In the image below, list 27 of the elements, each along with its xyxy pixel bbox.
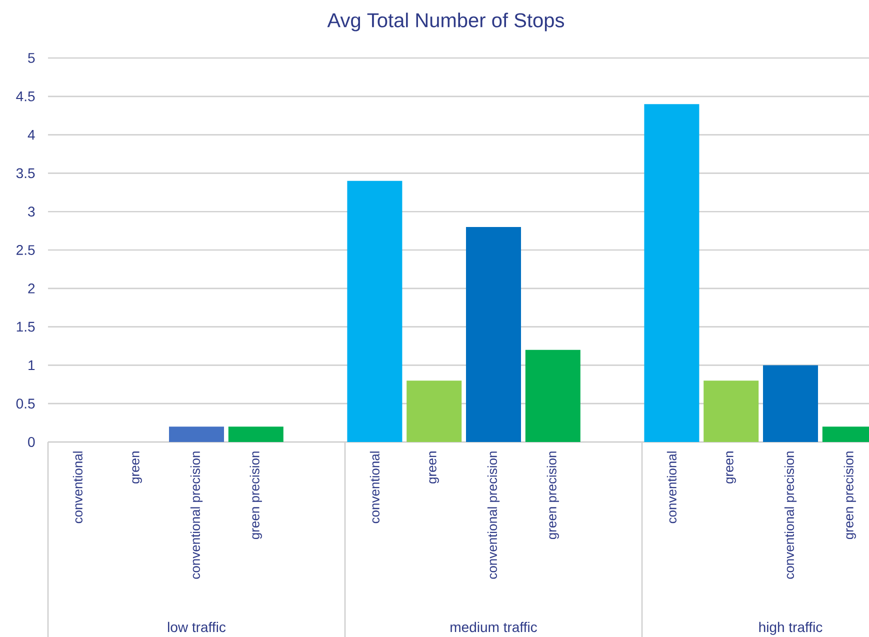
text: high traffic: [759, 622, 822, 635]
y-tick-label: 5: [28, 53, 35, 63]
x-tick-label: green precision: [250, 452, 262, 540]
y-tick-label: 1: [28, 360, 35, 370]
chart-title: Avg Total Number of Stops: [327, 12, 564, 32]
y-tick-label: 2: [28, 284, 35, 294]
y-tick-label: 2.5: [16, 245, 35, 255]
x-tick-label: conventional: [72, 452, 82, 524]
x-tick-label: green: [429, 452, 439, 484]
text: low traffic: [168, 622, 226, 632]
y-tick-label: 1.5: [16, 322, 35, 332]
x-tick-label: green: [132, 452, 142, 484]
y-tick-label: 3.5: [16, 168, 35, 178]
x-tick-label: green: [726, 452, 736, 484]
y-tick-label: 4.5: [16, 92, 35, 102]
x-tick-label: conventional: [370, 452, 380, 524]
text: medium traffic: [450, 622, 537, 632]
x-tick-label: conventional: [666, 452, 676, 524]
y-tick-label: 4: [28, 130, 35, 140]
x-tick-label: conventional precision: [487, 452, 500, 579]
x-tick-label: green precision: [844, 452, 856, 540]
y-tick-label: 0: [28, 437, 35, 447]
x-tick-label: conventional precision: [190, 452, 203, 579]
y-tick-label: 0.5: [16, 398, 35, 409]
x-tick-label: green precision: [546, 452, 559, 540]
y-tick-label: 3: [28, 206, 35, 217]
x-tick-label: conventional precision: [784, 452, 797, 579]
